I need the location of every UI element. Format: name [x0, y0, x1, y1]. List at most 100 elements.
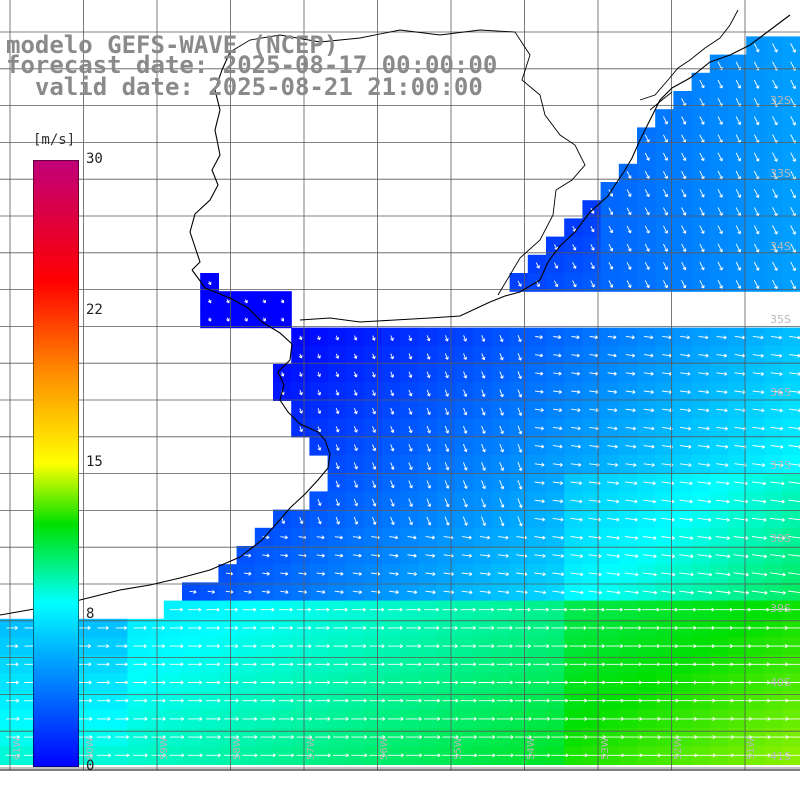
wind-vector-arrow: [497, 625, 513, 630]
wind-vector-arrow: [715, 481, 730, 486]
wind-vector-arrow: [535, 371, 544, 376]
title-forecast-date: forecast date: 2025-08-17 00:00:00: [6, 51, 498, 79]
wind-vector-arrow: [661, 554, 676, 559]
wind-vector-arrow: [333, 625, 348, 630]
latitude-label: 35S: [770, 313, 791, 326]
wind-vector-arrow: [424, 698, 441, 703]
wind-vector-arrow: [372, 371, 376, 378]
wind-vector-arrow: [553, 371, 562, 376]
wind-vector-arrow: [605, 662, 624, 667]
wind-vector-arrow: [606, 535, 620, 540]
wind-vector-arrow: [496, 662, 513, 667]
wind-vector-arrow: [735, 79, 742, 89]
wind-vector-arrow: [698, 353, 709, 358]
wind-vector-arrow: [242, 716, 258, 721]
wind-vector-arrow: [643, 535, 657, 540]
wind-vector-arrow: [587, 607, 605, 612]
wind-vector-arrow: [769, 607, 788, 612]
wind-vector-arrow: [188, 607, 202, 612]
wind-vector-arrow: [753, 261, 760, 271]
wind-vector-arrow: [570, 517, 583, 522]
wind-vector-arrow: [772, 79, 778, 89]
longitude-label: 57W: [306, 737, 317, 760]
wind-vector-arrow: [571, 444, 581, 449]
wind-vector-arrow: [752, 371, 765, 376]
wind-vector-arrow: [534, 481, 545, 485]
wind-vector-arrow: [788, 517, 800, 521]
wind-vector-arrow: [790, 188, 796, 199]
wind-speed-cell: [782, 54, 800, 74]
wind-vector-arrow: [679, 572, 694, 577]
colorbar-tick-label: 0: [86, 758, 95, 774]
wind-vector-arrow: [278, 735, 294, 740]
wind-vector-arrow: [660, 607, 678, 612]
wind-vector-arrow: [499, 407, 504, 416]
wind-vector-arrow: [732, 662, 752, 667]
wind-vector-arrow: [644, 225, 650, 234]
wind-vector-arrow: [517, 480, 523, 490]
wind-vector-arrow: [642, 607, 660, 612]
wind-vector-arrow: [278, 662, 294, 667]
wind-vector-arrow: [623, 735, 643, 740]
wind-vector-arrow: [169, 753, 185, 758]
wind-vector-arrow: [496, 644, 513, 649]
wind-vector-arrow: [643, 499, 656, 504]
wind-vector-arrow: [169, 735, 185, 740]
wind-vector-arrow: [133, 753, 148, 758]
wind-vector-arrow: [444, 371, 449, 379]
wind-vector-arrow: [206, 680, 221, 685]
wind-vector-arrow: [770, 444, 784, 449]
wind-vector-arrow: [115, 735, 130, 740]
wind-vector-arrow: [681, 152, 687, 161]
wind-vector-arrow: [770, 371, 783, 376]
wind-vector-arrow: [280, 535, 288, 540]
wind-vector-arrow: [699, 225, 705, 234]
wind-vector-arrow: [787, 754, 800, 756]
wind-vector-arrow: [317, 426, 322, 433]
wind-vector-arrow: [643, 353, 654, 358]
wind-vector-arrow: [97, 662, 110, 667]
wind-vector-arrow: [534, 572, 546, 577]
wind-vector-arrow: [606, 590, 621, 595]
wind-vector-arrow: [335, 371, 340, 378]
wind-vector-arrow: [426, 498, 432, 508]
wind-vector-arrow: [733, 625, 752, 630]
wind-vector-arrow: [642, 644, 660, 649]
wind-vector-arrow: [717, 116, 723, 125]
wind-vector-arrow: [317, 335, 321, 341]
wind-vector-arrow: [151, 698, 166, 703]
wind-vector-arrow: [680, 408, 691, 413]
wind-vector-arrow: [278, 698, 294, 703]
wind-vector-arrow: [608, 189, 614, 197]
wind-vector-arrow: [242, 607, 257, 612]
wind-vector-arrow: [514, 753, 532, 758]
wind-vector-arrow: [788, 371, 800, 376]
wind-vector-arrow: [787, 682, 800, 683]
wind-vector-arrow: [772, 43, 778, 53]
wind-vector-arrow: [187, 753, 203, 758]
wind-vector-arrow: [660, 590, 676, 595]
wind-vector-arrow: [206, 698, 221, 703]
wind-speed-cell: [782, 182, 800, 201]
wind-vector-arrow: [463, 407, 468, 416]
wind-vector-arrow: [608, 207, 614, 215]
wind-vector-arrow: [224, 662, 239, 667]
latitude-label: 32S: [770, 94, 791, 107]
wind-speed-cell: [782, 273, 800, 292]
wind-vector-arrow: [735, 243, 742, 253]
wind-vector-arrow: [278, 716, 294, 721]
wind-vector-arrow: [426, 480, 432, 489]
wind-vector-arrow: [333, 680, 349, 685]
wind-vector-arrow: [790, 243, 796, 253]
wind-vector-arrow: [660, 680, 679, 685]
wind-vector-arrow: [607, 389, 618, 394]
wind-vector-arrow: [772, 261, 778, 271]
wind-vector-arrow: [351, 680, 367, 685]
wind-vector-arrow: [461, 553, 472, 558]
wind-vector-arrow: [390, 480, 395, 489]
wind-vector-arrow: [517, 389, 523, 398]
wind-vector-arrow: [424, 735, 441, 740]
wind-vector-arrow: [5, 753, 21, 758]
wind-vector-arrow: [590, 225, 595, 233]
title-model: modelo GEFS-WAVE (NCEP): [6, 31, 339, 59]
